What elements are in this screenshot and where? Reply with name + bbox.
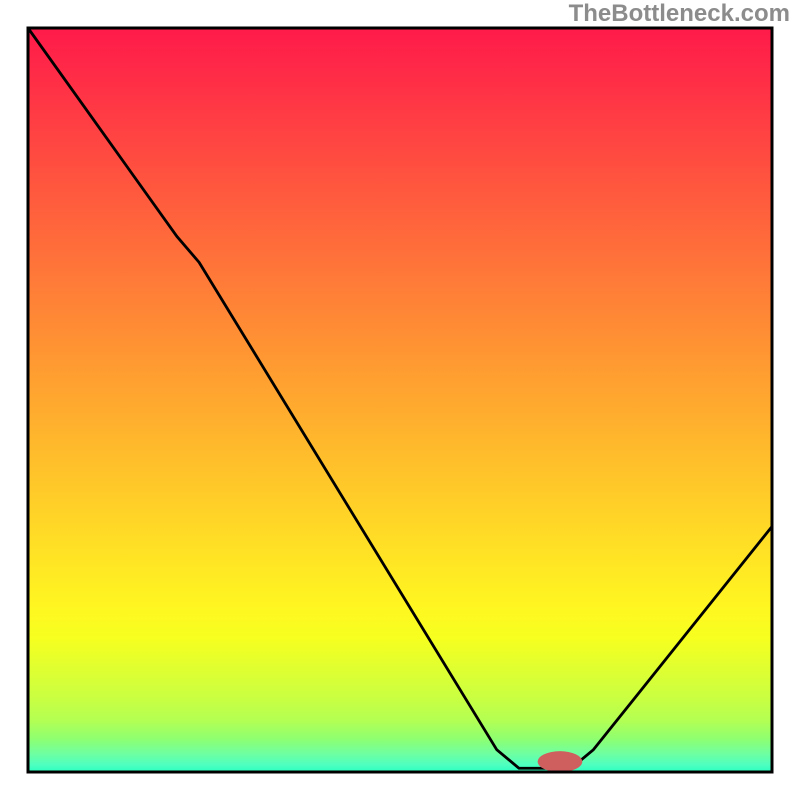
optimal-marker bbox=[538, 751, 583, 772]
attribution-label: TheBottleneck.com bbox=[569, 0, 790, 28]
bottleneck-chart: TheBottleneck.com bbox=[0, 0, 800, 800]
plot-background bbox=[28, 28, 772, 772]
chart-svg bbox=[0, 0, 800, 800]
